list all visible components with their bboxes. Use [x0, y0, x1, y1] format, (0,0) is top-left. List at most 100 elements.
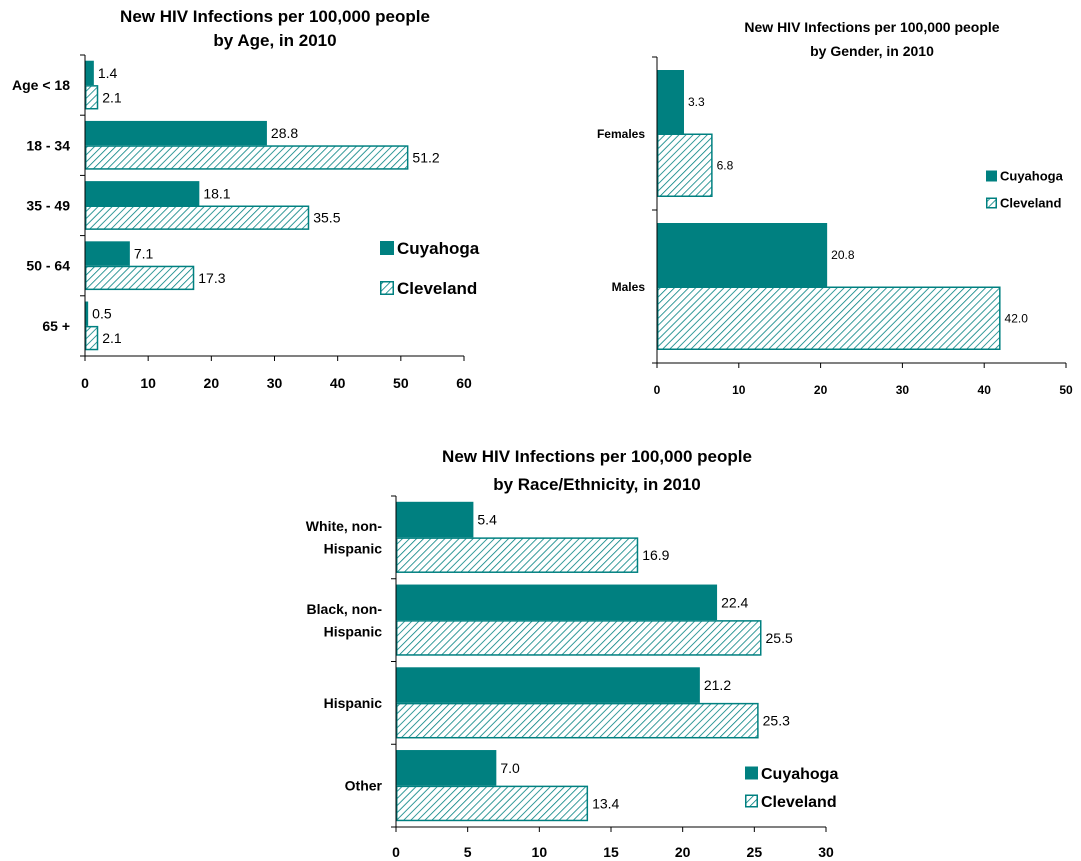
x-tick-label: 20	[675, 844, 691, 860]
x-tick-label: 50	[1059, 383, 1073, 397]
legend-label: Cleveland	[761, 794, 837, 811]
bar-cleveland	[396, 785, 589, 822]
x-tick-label: 5	[464, 844, 472, 860]
legend-swatch-cuyahoga	[745, 766, 758, 780]
data-label: 2.1	[102, 330, 122, 346]
bar-cleveland	[85, 145, 409, 170]
category-label: Other	[345, 778, 383, 794]
data-label: 35.5	[313, 210, 340, 226]
x-tick-label: 25	[747, 844, 763, 860]
x-tick-label: 0	[81, 375, 89, 391]
data-label: 16.9	[642, 547, 669, 563]
category-label: 65 +	[42, 318, 70, 334]
chart-title-line: New HIV Infections per 100,000 people	[120, 7, 430, 26]
x-tick-label: 30	[267, 375, 283, 391]
data-label: 20.8	[831, 248, 855, 262]
category-label: 35 - 49	[26, 198, 70, 214]
data-label: 42.0	[1005, 312, 1029, 326]
chart-title-line: by Gender, in 2010	[810, 43, 934, 59]
bar-cleveland	[657, 133, 713, 197]
data-label: 51.2	[412, 150, 439, 166]
x-tick-label: 15	[603, 844, 619, 860]
bar-cuyahoga	[85, 60, 94, 86]
x-tick-label: 30	[896, 383, 910, 397]
category-label: 50 - 64	[26, 258, 70, 274]
data-label: 25.3	[763, 713, 790, 729]
bar-cleveland	[85, 325, 99, 351]
data-label: 13.4	[592, 795, 619, 811]
data-label: 25.5	[766, 630, 793, 646]
x-tick-label: 0	[654, 383, 661, 397]
category-label: Hispanic	[324, 541, 383, 557]
bar-cleveland	[85, 85, 99, 110]
category-label: Males	[612, 280, 646, 294]
x-tick-label: 10	[140, 375, 156, 391]
x-tick-label: 40	[330, 375, 346, 391]
bar-cuyahoga	[85, 181, 200, 206]
bar-cuyahoga	[85, 241, 130, 266]
category-label: Females	[597, 127, 645, 141]
category-label: Black, non-	[307, 601, 383, 617]
data-label: 6.8	[717, 159, 734, 173]
data-label: 7.1	[134, 246, 154, 262]
x-tick-label: 40	[978, 383, 992, 397]
legend: Cuyahoga Cleveland	[986, 169, 1064, 211]
category-label: Hispanic	[324, 695, 383, 711]
bar-cleveland	[396, 620, 762, 656]
bar-cuyahoga	[396, 501, 474, 538]
age-chart: New HIV Infections per 100,000 people by …	[12, 7, 480, 391]
data-label: 7.0	[500, 760, 520, 776]
legend-swatch-cuyahoga	[380, 241, 394, 255]
data-label: 1.4	[98, 65, 118, 81]
x-tick-label: 0	[392, 844, 400, 860]
x-tick-label: 50	[393, 375, 409, 391]
data-label: 21.2	[704, 677, 731, 693]
bar-cuyahoga	[396, 750, 497, 786]
legend: Cuyahoga Cleveland	[745, 766, 838, 811]
chart-title-line: New HIV Infections per 100,000 people	[744, 19, 999, 35]
data-label: 17.3	[198, 270, 225, 286]
bar-cleveland	[396, 702, 759, 739]
data-label: 18.1	[203, 185, 230, 201]
legend-swatch-cleveland	[380, 281, 394, 295]
x-tick-label: 30	[818, 844, 834, 860]
legend: Cuyahoga Cleveland	[380, 239, 480, 298]
category-label: 18 - 34	[26, 137, 70, 153]
category-label: White, non-	[306, 518, 383, 534]
bar-cuyahoga	[396, 584, 718, 621]
x-tick-label: 20	[814, 383, 828, 397]
legend-label: Cuyahoga	[397, 239, 480, 258]
x-tick-label: 60	[456, 375, 472, 391]
bar-cleveland	[657, 286, 1001, 350]
data-label: 22.4	[721, 594, 748, 610]
chart-title-line: New HIV Infections per 100,000 people	[442, 447, 752, 466]
bar-cuyahoga	[85, 301, 89, 326]
x-tick-label: 20	[204, 375, 220, 391]
category-label: Hispanic	[324, 623, 383, 639]
bar-cuyahoga	[657, 70, 684, 134]
legend-label: Cleveland	[397, 279, 477, 298]
chart-title-line: by Age, in 2010	[213, 31, 336, 50]
bar-cuyahoga	[396, 667, 700, 703]
gender-chart: New HIV Infections per 100,000 people by …	[597, 19, 1073, 397]
x-tick-label: 10	[732, 383, 746, 397]
data-label: 0.5	[92, 306, 112, 322]
bar-cleveland	[396, 537, 639, 573]
legend-swatch-cleveland	[986, 197, 997, 209]
data-label: 3.3	[688, 95, 705, 109]
data-label: 28.8	[271, 125, 298, 141]
bar-cleveland	[85, 265, 195, 291]
race-chart: New HIV Infections per 100,000 people by …	[306, 447, 839, 860]
legend-label: Cleveland	[1000, 196, 1061, 211]
chart-title-line: by Race/Ethnicity, in 2010	[493, 475, 701, 494]
legend-swatch-cuyahoga	[986, 170, 997, 182]
legend-label: Cuyahoga	[761, 766, 838, 783]
legend-swatch-cleveland	[745, 794, 758, 808]
x-tick-label: 10	[532, 844, 548, 860]
bar-cleveland	[85, 205, 310, 230]
bar-cuyahoga	[657, 223, 828, 287]
category-label: Age < 18	[12, 77, 70, 93]
data-label: 5.4	[477, 512, 497, 528]
data-label: 2.1	[102, 89, 122, 105]
